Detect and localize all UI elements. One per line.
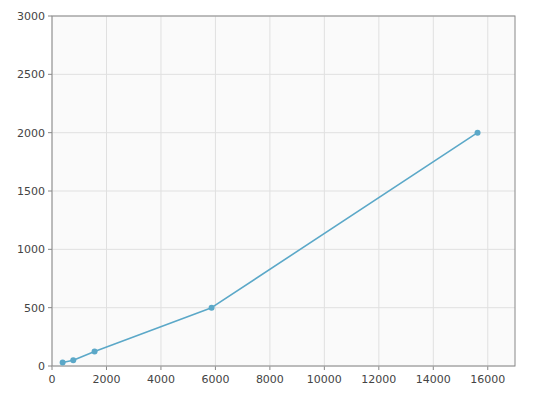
x-tick [269,366,270,370]
point [70,357,76,363]
x-tick [324,366,325,370]
x-tick-label: 8000 [256,373,284,386]
y-tick-label: 1000 [17,243,45,256]
x-tick-label: 2000 [92,373,120,386]
x-tick-label: 0 [49,373,56,386]
x-tick [487,366,488,370]
x-tick-label: 12000 [361,373,396,386]
y-tick [48,366,52,367]
x-tick-label: 10000 [307,373,342,386]
chart-container: 0 2000 4000 6000 8000 10000 12000 14000 16000 0 50… [0,0,533,400]
y-tick-label: 1500 [17,185,45,198]
y-grid-line [52,307,515,308]
plot-frame [52,16,515,366]
y-tick [48,307,52,308]
line [63,133,478,363]
tick-labels: 0 2000 4000 6000 8000 10000 12000 14000 16000 0 50… [17,10,505,386]
y-tick-label: 500 [24,302,45,315]
y-tick-label: 2000 [17,127,45,140]
x-tick-label: 14000 [416,373,451,386]
y-grid-line [52,249,515,250]
x-tick [52,366,53,370]
x-tick [433,366,434,370]
x-tick-label: 4000 [147,373,175,386]
plot-background [52,16,515,366]
y-tick [48,132,52,133]
y-tick [48,16,52,17]
x-tick [215,366,216,370]
point [475,130,481,136]
series [60,130,481,366]
y-tick-label: 3000 [17,10,45,23]
point [60,360,66,366]
y-grid-line [52,132,515,133]
y-tick [48,191,52,192]
point [209,305,215,311]
y-grid-line [52,191,515,192]
grid [48,16,515,370]
x-tick [106,366,107,370]
y-tick [48,74,52,75]
y-grid-line [52,74,515,75]
chart-svg: 0 2000 4000 6000 8000 10000 12000 14000 16000 0 50… [0,0,533,400]
y-tick [48,249,52,250]
x-tick-label: 16000 [470,373,505,386]
y-tick-label: 2500 [17,68,45,81]
point [92,348,98,354]
x-tick-label: 6000 [201,373,229,386]
y-tick-label: 0 [38,360,45,373]
x-tick [378,366,379,370]
x-tick [160,366,161,370]
